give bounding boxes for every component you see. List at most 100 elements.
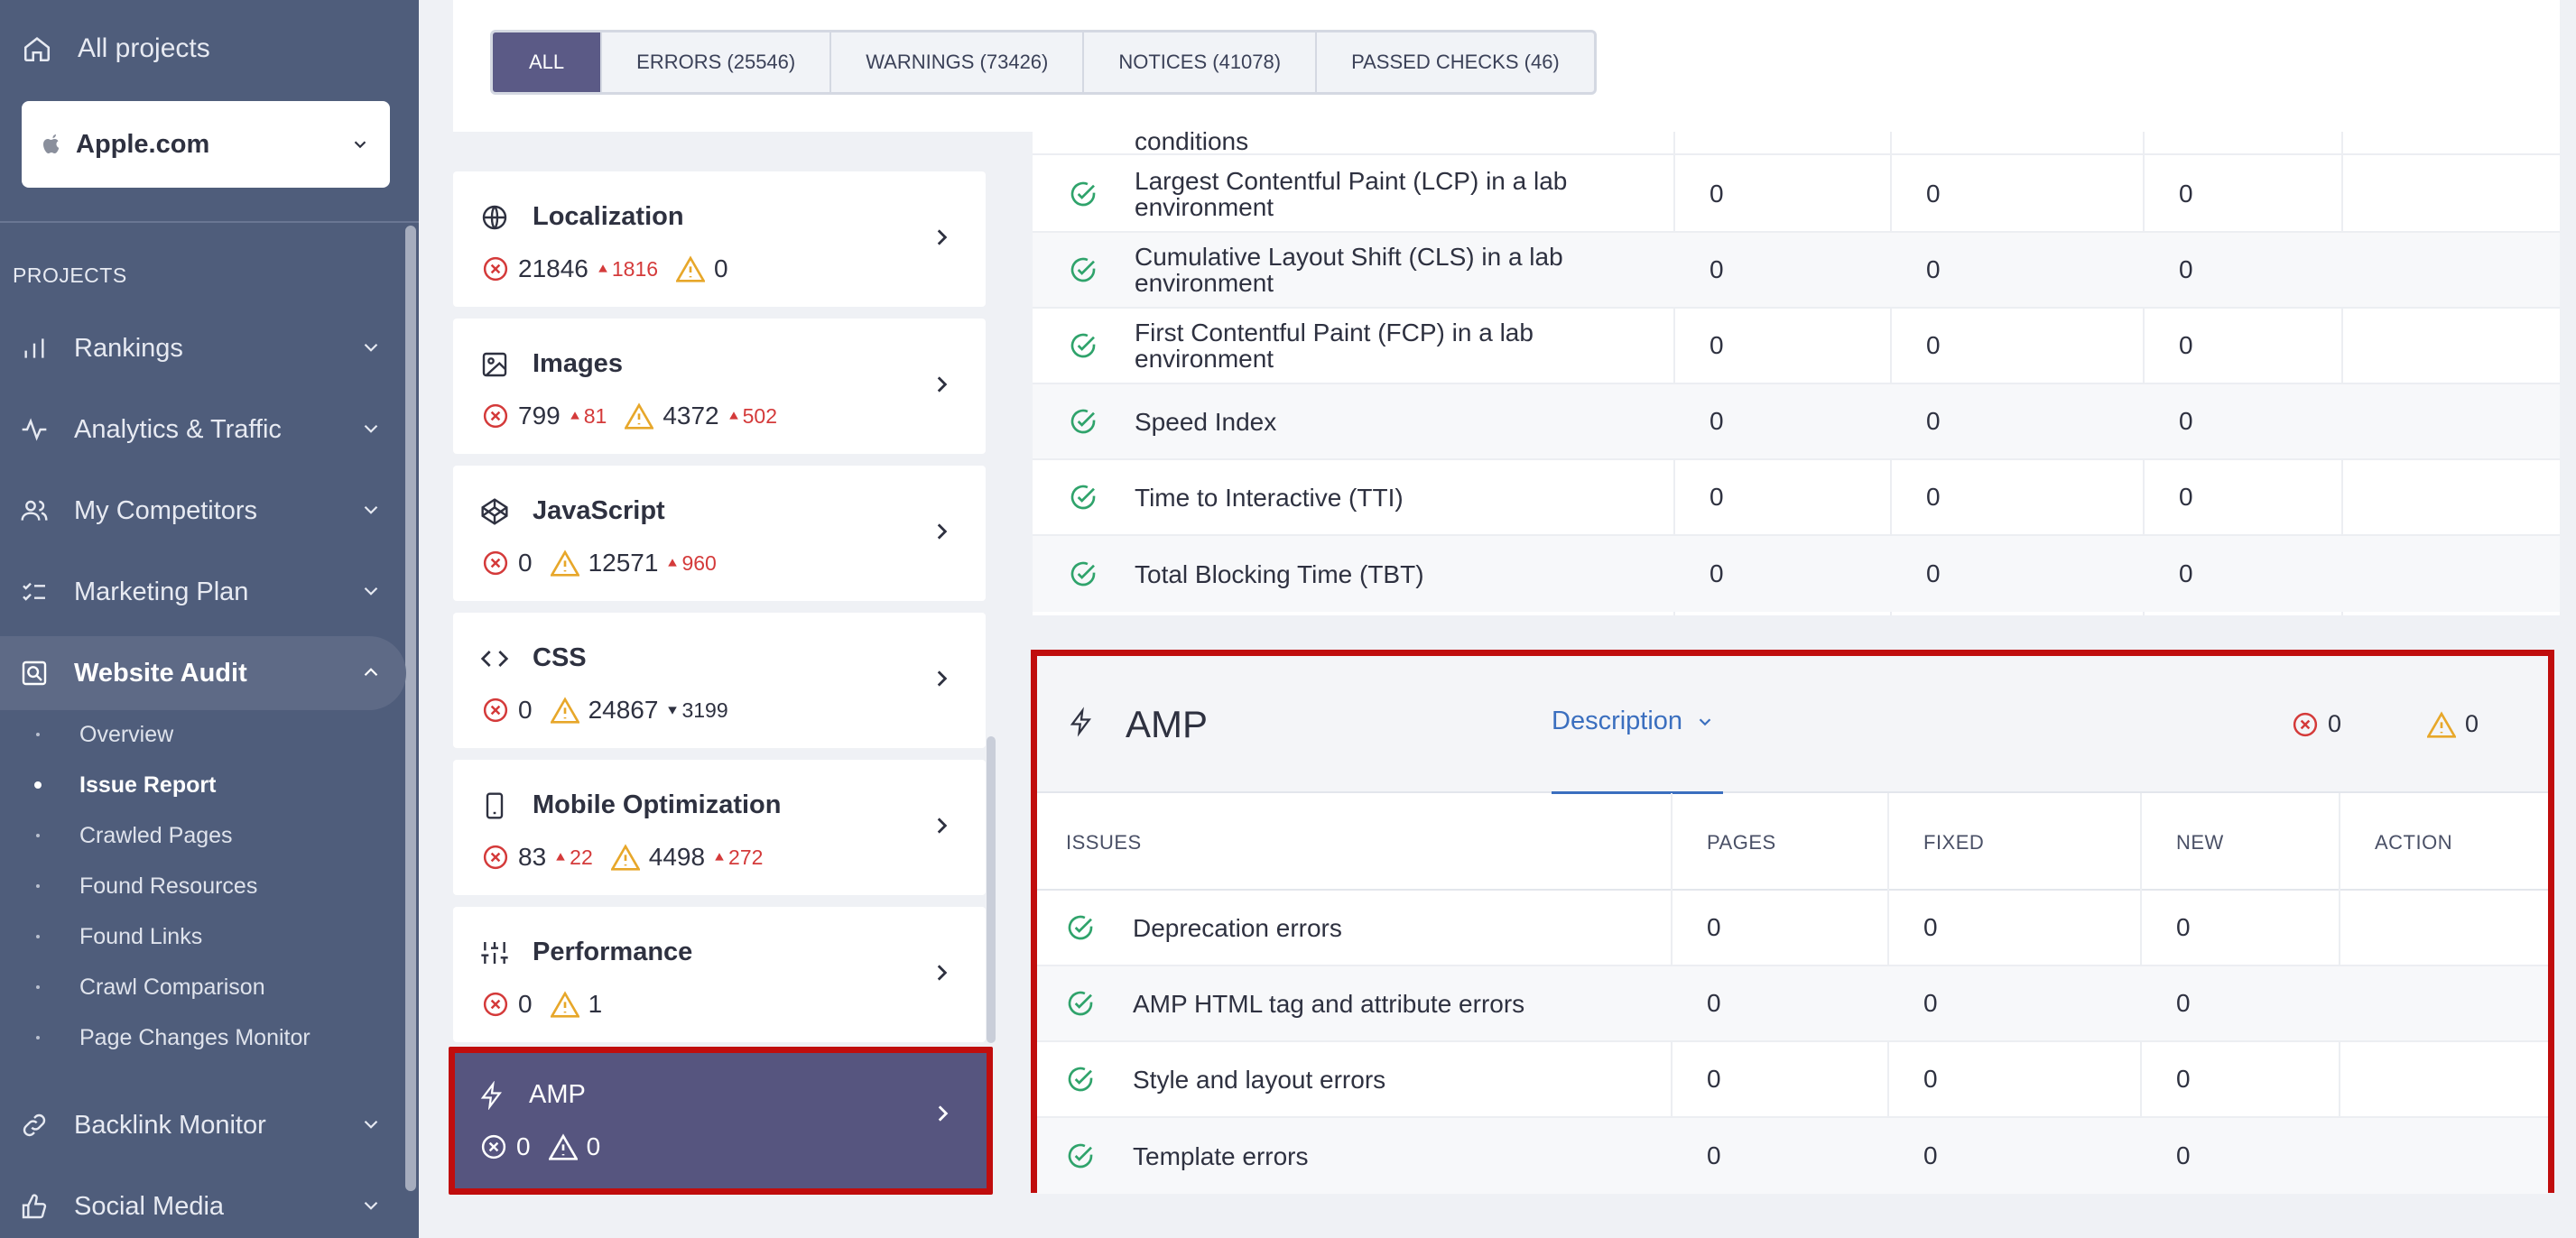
issue-name[interactable]: AMP HTML tag and attribute errors bbox=[1133, 989, 1525, 1018]
category-card-mobile-optimization[interactable]: Mobile Optimization 83 22 4498 272 bbox=[453, 760, 986, 895]
sidebar-item-website-audit[interactable]: Website Audit bbox=[0, 636, 406, 710]
chevron-down-icon bbox=[364, 343, 378, 352]
warnings-count: 0 bbox=[586, 1132, 601, 1160]
chevron-down-icon bbox=[1699, 717, 1711, 725]
table-row[interactable]: Time to Interactive (TTI) 0 0 0 bbox=[1033, 460, 2560, 536]
cards-scrollbar[interactable] bbox=[987, 736, 996, 1043]
column-header-pages[interactable]: PAGES bbox=[1707, 831, 1776, 854]
sidebar-item-rankings[interactable]: Rankings bbox=[0, 311, 406, 385]
table-row[interactable]: Largest Contentful Paint (LCP) in a lab … bbox=[1033, 157, 2560, 233]
pages-value: 0 bbox=[1707, 1065, 1721, 1093]
error-icon bbox=[483, 845, 508, 870]
column-header-new[interactable]: NEW bbox=[2176, 831, 2224, 854]
sidebar-sub-overview[interactable]: Overview bbox=[0, 716, 397, 753]
warnings-count: 1 bbox=[588, 990, 603, 1018]
tab-errors[interactable]: ERRORS (25546) bbox=[602, 32, 832, 92]
fixed-value: 0 bbox=[1926, 180, 1941, 208]
issue-name[interactable]: Largest Contentful Paint (LCP) in a lab … bbox=[1135, 167, 1568, 221]
sidebar-sub-crawl-comparison[interactable]: Crawl Comparison bbox=[0, 969, 397, 1005]
sidebar-item-competitors[interactable]: My Competitors bbox=[0, 474, 406, 548]
pages-value: 0 bbox=[1707, 989, 1721, 1017]
new-value: 0 bbox=[2176, 1065, 2191, 1093]
sidebar-sub-found-links[interactable]: Found Links bbox=[0, 919, 397, 955]
issue-name[interactable]: Total Blocking Time (TBT) bbox=[1135, 559, 1424, 588]
sidebar-item-analytics[interactable]: Analytics & Traffic bbox=[0, 393, 406, 467]
issue-name[interactable]: Style and layout errors bbox=[1133, 1065, 1386, 1094]
new-value: 0 bbox=[2179, 559, 2193, 587]
filter-tabs: ALL ERRORS (25546) WARNINGS (73426) NOTI… bbox=[490, 30, 1597, 95]
project-name: Apple.com bbox=[76, 129, 210, 159]
tab-all[interactable]: ALL bbox=[493, 32, 603, 92]
table-row[interactable]: First Contentful Paint (FCP) in a lab en… bbox=[1033, 309, 2560, 384]
performance-issues-table: conditions Largest Contentful Paint (LCP… bbox=[1033, 128, 2560, 615]
panel-title: AMP bbox=[1126, 703, 1209, 745]
sidebar-item-label: Backlink Monitor bbox=[74, 1110, 266, 1140]
table-row[interactable]: Total Blocking Time (TBT) 0 0 0 bbox=[1033, 536, 2560, 612]
warnings-delta: 960 bbox=[667, 551, 717, 576]
table-row[interactable]: Style and layout errors 0 0 0 bbox=[1037, 1042, 2548, 1118]
sidebar-sub-issue-report[interactable]: Issue Report bbox=[0, 767, 397, 803]
category-card-javascript[interactable]: JavaScript 0 12571 960 bbox=[453, 466, 986, 601]
sidebar-sub-label: Found Links bbox=[79, 923, 203, 949]
new-value: 0 bbox=[2179, 331, 2193, 359]
category-card-localization[interactable]: Localization 21846 1816 0 bbox=[453, 171, 986, 307]
bullet-icon bbox=[36, 935, 40, 938]
sidebar-sub-found-resources[interactable]: Found Resources bbox=[0, 868, 397, 904]
column-header-fixed[interactable]: FIXED bbox=[1923, 831, 1985, 854]
description-toggle[interactable]: Description bbox=[1552, 707, 1715, 736]
tab-warnings[interactable]: WARNINGS (73426) bbox=[831, 32, 1085, 92]
warning-icon bbox=[548, 1133, 578, 1160]
card-title: JavaScript bbox=[533, 496, 665, 525]
tab-notices[interactable]: NOTICES (41078) bbox=[1084, 32, 1318, 92]
error-icon bbox=[2293, 712, 2318, 736]
column-header-action: ACTION bbox=[2375, 831, 2453, 854]
chevron-right-icon bbox=[937, 965, 948, 981]
card-header: Performance bbox=[480, 938, 692, 967]
issue-name[interactable]: Speed Index bbox=[1135, 407, 1277, 436]
sidebar-sub-page-changes[interactable]: Page Changes Monitor bbox=[0, 1020, 397, 1056]
issue-name[interactable]: Deprecation errors bbox=[1133, 913, 1342, 942]
errors-delta: 1816 bbox=[598, 257, 658, 282]
issue-name[interactable]: Template errors bbox=[1133, 1141, 1309, 1170]
table-row[interactable]: AMP HTML tag and attribute errors 0 0 0 bbox=[1037, 966, 2548, 1042]
issue-name[interactable]: First Contentful Paint (FCP) in a lab en… bbox=[1135, 319, 1534, 373]
error-icon bbox=[483, 403, 508, 429]
sidebar-item-backlink-monitor[interactable]: Backlink Monitor bbox=[0, 1088, 406, 1162]
card-title: Localization bbox=[533, 202, 684, 231]
column-divider bbox=[2143, 132, 2145, 615]
sidebar-sub-label: Found Resources bbox=[79, 873, 258, 899]
sidebar-sub-crawled-pages[interactable]: Crawled Pages bbox=[0, 818, 397, 854]
warnings-delta: 272 bbox=[714, 845, 763, 870]
sidebar-scrollbar[interactable] bbox=[405, 226, 416, 1191]
error-icon bbox=[481, 1134, 506, 1159]
category-card-performance[interactable]: Performance 0 1 bbox=[453, 907, 986, 1042]
category-card-amp[interactable]: AMP 0 0 bbox=[449, 1047, 993, 1195]
errors-count: 0 bbox=[516, 1132, 531, 1160]
sidebar-item-marketing-plan[interactable]: Marketing Plan bbox=[0, 555, 406, 629]
warnings-count: 12571 bbox=[588, 549, 659, 577]
issue-name[interactable]: Cumulative Layout Shift (CLS) in a lab e… bbox=[1135, 243, 1563, 297]
warning-icon bbox=[610, 844, 640, 871]
table-row[interactable]: Deprecation errors 0 0 0 bbox=[1037, 891, 2548, 966]
sidebar-item-social-media[interactable]: Social Media bbox=[0, 1169, 406, 1238]
table-row[interactable]: Cumulative Layout Shift (CLS) in a lab e… bbox=[1033, 233, 2560, 309]
sidebar-item-label: Social Media bbox=[74, 1191, 225, 1221]
project-selector[interactable]: Apple.com bbox=[22, 101, 390, 188]
all-projects-link[interactable]: All projects bbox=[22, 25, 210, 72]
pages-value: 0 bbox=[1710, 255, 1724, 283]
category-card-images[interactable]: Images 799 81 4372 502 bbox=[453, 319, 986, 454]
table-row[interactable]: Template errors 0 0 0 bbox=[1037, 1118, 2548, 1194]
triangle-up-icon bbox=[556, 853, 565, 861]
chevron-down-icon bbox=[364, 1201, 378, 1210]
issue-name[interactable]: Time to Interactive (TTI) bbox=[1135, 483, 1404, 512]
card-header: Images bbox=[480, 349, 623, 379]
panel-header: AMP Description 0 0 bbox=[1037, 656, 2548, 794]
table-row[interactable]: Speed Index 0 0 0 bbox=[1033, 384, 2560, 460]
sidebar-sub-label: Crawled Pages bbox=[79, 822, 233, 848]
pages-value: 0 bbox=[1710, 559, 1724, 587]
tab-passed-checks[interactable]: PASSED CHECKS (46) bbox=[1351, 51, 1560, 73]
card-title: Images bbox=[533, 349, 623, 378]
home-icon bbox=[23, 37, 51, 62]
category-card-css[interactable]: CSS 0 24867 3199 bbox=[453, 613, 986, 748]
apple-icon bbox=[43, 134, 59, 153]
